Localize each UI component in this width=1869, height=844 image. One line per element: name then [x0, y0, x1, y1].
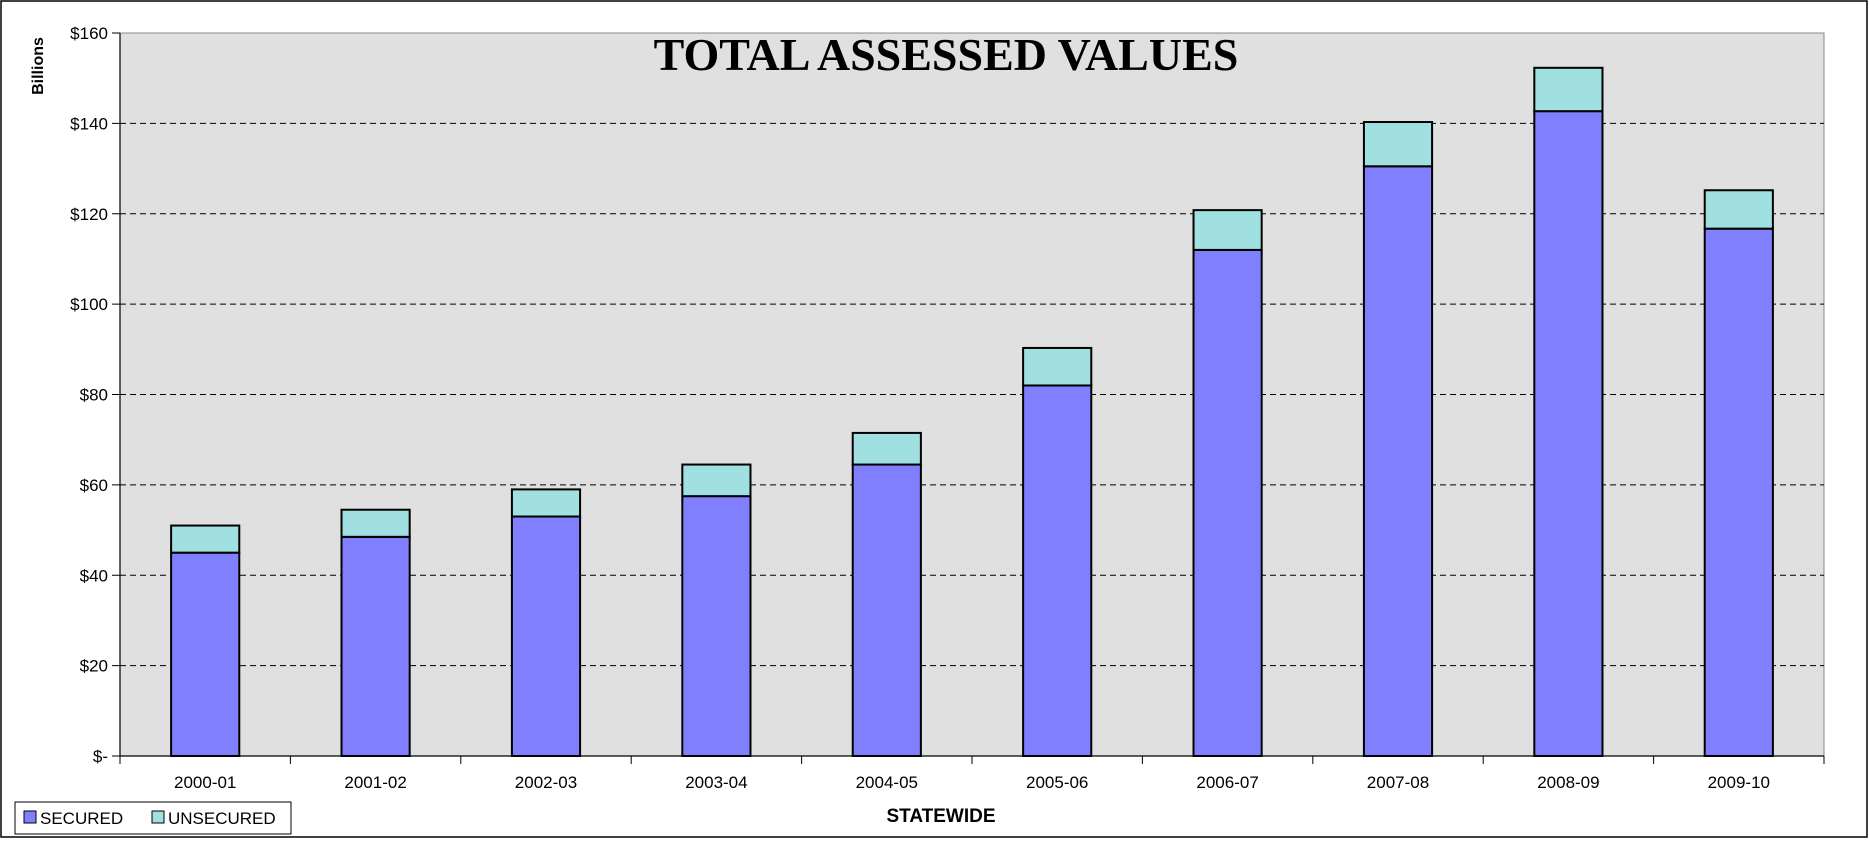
x-tick-label: 2009-10: [1708, 773, 1770, 792]
y-tick-label: $-: [93, 747, 108, 766]
legend: SECURED UNSECURED: [14, 801, 292, 835]
x-tick-label: 2000-01: [174, 773, 236, 792]
x-tick-label: 2002-03: [515, 773, 577, 792]
y-tick-label: $40: [80, 566, 108, 585]
bar-secured-2000-01: [170, 551, 241, 757]
bar-unsecured-2000-01: [170, 524, 241, 554]
legend-label-secured: SECURED: [40, 809, 123, 828]
y-tick-label: $60: [80, 476, 108, 495]
bar-secured-2003-04: [681, 495, 752, 757]
chart-title: TOTAL ASSESSED VALUES: [654, 29, 1239, 80]
bar-secured-2008-09: [1533, 110, 1604, 757]
y-tick-label: $20: [80, 657, 108, 676]
bar-secured-2001-02: [340, 535, 411, 758]
y-tick-labels: $- $20 $40 $60 $80 $100 $120 $140 $160: [70, 24, 108, 766]
bar-secured-2006-07: [1192, 248, 1263, 757]
legend-label-unsecured: UNSECURED: [168, 809, 276, 828]
bars: [170, 66, 1774, 758]
bar-unsecured-2003-04: [681, 463, 752, 498]
bar-unsecured-2004-05: [851, 431, 922, 466]
y-axis-title: Billions: [30, 37, 47, 95]
bar-secured-2009-10: [1703, 227, 1774, 758]
bar-unsecured-2001-02: [340, 508, 411, 538]
x-tick-labels: 2000-01 2001-02 2002-03 2003-04 2004-05 2005-…: [174, 773, 1770, 792]
x-tick-label: 2003-04: [685, 773, 747, 792]
axes: [112, 32, 1825, 764]
x-tick-label: 2007-08: [1367, 773, 1429, 792]
y-tick-label: $80: [80, 386, 108, 405]
bar-unsecured-2008-09: [1533, 66, 1604, 113]
y-tick-label: $100: [70, 295, 108, 314]
x-tick-label: 2008-09: [1537, 773, 1599, 792]
x-axis-title: STATEWIDE: [886, 806, 995, 827]
y-tick-label: $120: [70, 205, 108, 224]
bar-secured-2005-06: [1022, 384, 1093, 757]
x-tick-label: 2006-07: [1196, 773, 1258, 792]
x-tick-label: 2005-06: [1026, 773, 1088, 792]
x-tick-label: 2004-05: [856, 773, 918, 792]
bar-unsecured-2002-03: [510, 488, 582, 518]
x-tick-label: 2001-02: [344, 773, 406, 792]
y-tick-label: $140: [70, 114, 108, 133]
bar-unsecured-2006-07: [1192, 209, 1263, 251]
bar-secured-2004-05: [851, 463, 922, 757]
bar-unsecured-2007-08: [1362, 121, 1434, 168]
y-tick-label: $160: [70, 24, 108, 43]
bar-unsecured-2009-10: [1703, 189, 1774, 230]
bar-secured-2002-03: [510, 515, 582, 757]
bar-secured-2007-08: [1362, 165, 1434, 758]
legend-swatch-secured: [23, 810, 37, 824]
bar-unsecured-2005-06: [1022, 346, 1093, 387]
legend-swatch-unsecured: [151, 810, 165, 824]
